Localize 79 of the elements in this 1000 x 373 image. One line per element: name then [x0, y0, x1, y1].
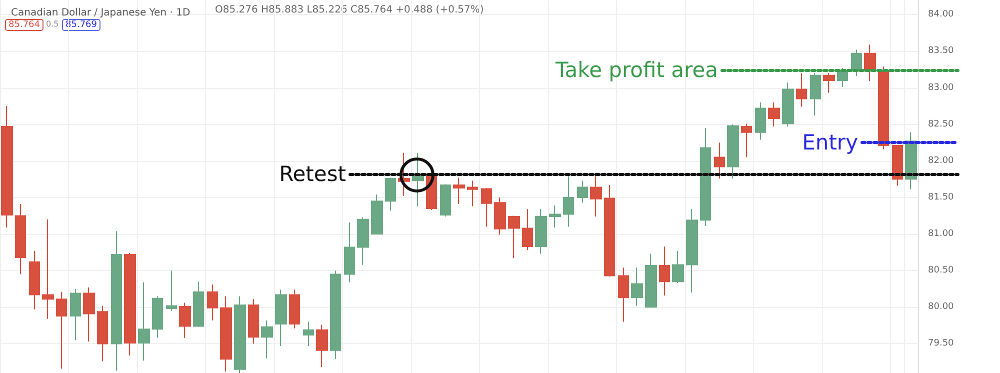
y-tick-label: 81.00	[928, 229, 954, 240]
candlestick	[535, 208, 547, 254]
candlestick	[549, 205, 561, 228]
candlestick	[755, 102, 766, 140]
candlestick	[70, 288, 81, 341]
candlestick	[645, 253, 657, 308]
y-tick-label: 82.50	[928, 119, 954, 130]
candlestick	[111, 230, 122, 372]
y-tick-label: 82.00	[928, 156, 954, 166]
candlestick	[124, 252, 136, 356]
candlestick	[864, 44, 876, 82]
candlestick	[207, 284, 218, 321]
candlestick	[878, 66, 889, 150]
candlestick	[768, 102, 780, 128]
y-tick-label: 80.50	[928, 266, 954, 276]
candlestick	[494, 196, 506, 236]
candlestick	[371, 194, 383, 235]
candlestick	[508, 215, 520, 259]
candlestick	[42, 218, 54, 320]
candlestick	[83, 286, 95, 342]
candlestick	[618, 267, 629, 322]
candlestick	[823, 72, 835, 94]
candlestick	[659, 246, 670, 296]
ref-line-label: Retest	[279, 162, 346, 186]
y-tick-label: 80.00	[928, 302, 954, 312]
candlestick	[563, 176, 574, 228]
candlestick	[275, 289, 287, 346]
ref-line-label: Take profit area	[554, 58, 718, 82]
candlestick	[357, 216, 369, 266]
ref-line-label: Entry	[802, 130, 858, 155]
candlestick	[234, 296, 246, 373]
candlestick	[15, 204, 26, 275]
candlestick	[220, 296, 232, 372]
annotation: 0.5	[46, 20, 59, 28]
annotation: 85.764	[8, 20, 40, 30]
candlestick	[289, 289, 300, 329]
candlestick	[29, 250, 40, 310]
candlestick	[440, 184, 451, 217]
candlestick	[686, 208, 698, 294]
candlestick	[590, 176, 602, 217]
candlestick	[303, 321, 314, 346]
candlestick	[741, 123, 752, 158]
candlestick	[727, 124, 739, 179]
annotation: 85.769	[66, 20, 98, 30]
candlestick	[261, 320, 273, 359]
candlestick	[344, 222, 355, 283]
candlestick	[810, 72, 821, 116]
y-tick-label: 83.00	[928, 82, 954, 93]
candlestick	[97, 305, 108, 362]
candlestick	[385, 177, 396, 212]
candlestick	[316, 324, 328, 368]
text: Canadian Dollar / Japanese Yen · 1D	[11, 8, 190, 18]
candlestick	[837, 68, 848, 88]
y-tick-label: 79.50	[928, 338, 954, 349]
candlestick	[1, 106, 13, 228]
candlestick	[248, 298, 259, 344]
candlestick	[782, 82, 794, 128]
candlestick	[604, 184, 615, 277]
candlestick	[522, 208, 533, 251]
candlestick	[166, 270, 177, 312]
candlestick	[193, 281, 204, 328]
candlestick	[892, 145, 903, 186]
y-tick-label: 83.50	[928, 46, 954, 56]
candlestick	[796, 72, 807, 108]
candlestick	[714, 142, 725, 179]
y-tick-label: 84.00	[928, 10, 954, 20]
candlestick	[481, 187, 492, 228]
candlestick	[577, 180, 588, 204]
candlestick	[467, 180, 478, 207]
candlestick	[56, 291, 67, 370]
candlestick	[631, 267, 643, 306]
candlestick	[453, 177, 465, 205]
y-tick-label: 81.50	[928, 192, 954, 202]
candlestick	[672, 250, 684, 284]
candlestick	[152, 296, 163, 338]
candlestick	[330, 270, 341, 360]
candlestick	[700, 127, 711, 226]
candlestick	[138, 282, 150, 362]
candlestick	[179, 302, 191, 338]
